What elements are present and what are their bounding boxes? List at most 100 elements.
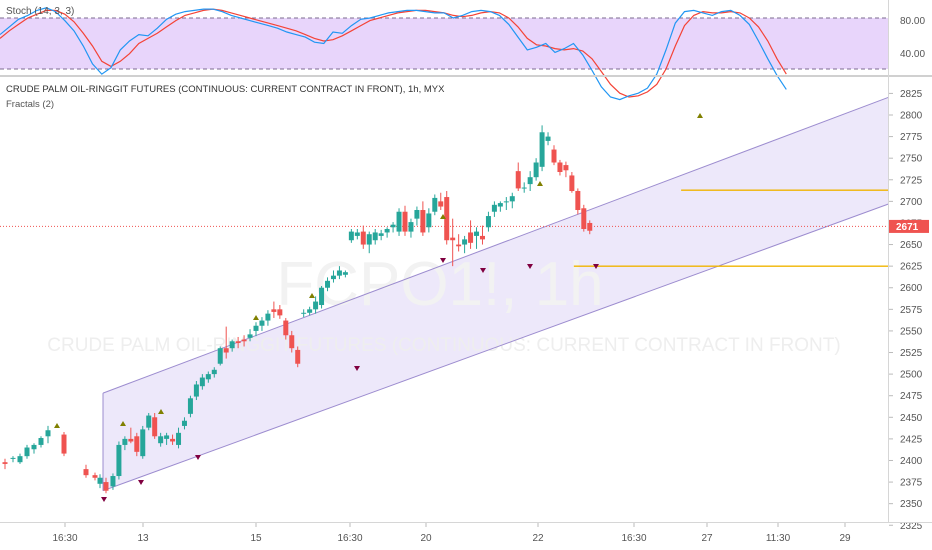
candle[interactable] (402, 211, 408, 232)
price-tick-label: 2550 (900, 326, 923, 337)
candle[interactable] (325, 280, 331, 288)
candle[interactable] (342, 272, 348, 275)
candle[interactable] (211, 369, 217, 375)
candle[interactable] (426, 213, 432, 228)
candle[interactable] (438, 201, 444, 207)
candle[interactable] (420, 210, 426, 233)
candle[interactable] (354, 232, 360, 236)
candle[interactable] (116, 444, 122, 477)
candle[interactable] (491, 204, 497, 212)
candle[interactable] (134, 436, 140, 452)
candle[interactable] (128, 438, 134, 442)
candle[interactable] (509, 196, 515, 202)
candle[interactable] (38, 438, 44, 445)
candle[interactable] (205, 374, 211, 380)
price-tick-label: 2800 (900, 111, 923, 122)
candle[interactable] (432, 197, 438, 212)
candle[interactable] (313, 301, 319, 310)
candle[interactable] (384, 229, 390, 233)
candle[interactable] (295, 349, 301, 364)
candle[interactable] (462, 239, 468, 245)
candle[interactable] (271, 309, 277, 312)
candle[interactable] (408, 222, 414, 232)
candle[interactable] (557, 162, 563, 173)
candle[interactable] (450, 237, 456, 241)
candle[interactable] (277, 309, 283, 316)
candle[interactable] (187, 398, 193, 414)
candle[interactable] (569, 175, 575, 192)
candle[interactable] (164, 435, 170, 439)
candle[interactable] (456, 244, 462, 247)
time-axis[interactable]: 16:30 13 15 16:30 20 22 16:30 27 11:30 29 (0, 522, 932, 545)
candle[interactable] (360, 231, 366, 245)
candle[interactable] (193, 384, 199, 397)
candle[interactable] (10, 457, 16, 459)
candle[interactable] (503, 201, 509, 203)
candle[interactable] (527, 177, 533, 185)
candle[interactable] (241, 339, 247, 342)
candle[interactable] (170, 438, 176, 442)
candle[interactable] (497, 203, 503, 207)
candle[interactable] (289, 335, 295, 349)
candle[interactable] (319, 287, 325, 306)
candle[interactable] (92, 475, 98, 478)
candle[interactable] (515, 171, 521, 189)
candle[interactable] (24, 447, 30, 457)
candle[interactable] (581, 208, 587, 230)
candle[interactable] (259, 320, 265, 326)
candle[interactable] (110, 476, 116, 487)
candle[interactable] (479, 235, 485, 240)
candle[interactable] (265, 313, 271, 321)
candle[interactable] (17, 456, 23, 463)
time-tick-label: 22 (532, 533, 544, 544)
candle[interactable] (61, 434, 67, 454)
candle[interactable] (474, 231, 480, 236)
candle[interactable] (301, 312, 307, 314)
candle[interactable] (533, 162, 539, 178)
candle[interactable] (390, 224, 396, 228)
candle[interactable] (158, 436, 164, 444)
candle[interactable] (247, 334, 253, 338)
candle[interactable] (521, 187, 527, 189)
candle[interactable] (31, 444, 37, 450)
candle[interactable] (83, 469, 89, 476)
candle[interactable] (146, 415, 152, 428)
candle[interactable] (229, 341, 235, 349)
candle[interactable] (152, 417, 158, 437)
candle[interactable] (575, 191, 581, 211)
candle[interactable] (485, 216, 491, 228)
candle[interactable] (545, 136, 551, 141)
candle[interactable] (539, 132, 545, 167)
candle[interactable] (223, 348, 229, 353)
price-axis[interactable]: 2825280027752750272527002675265026252600… (888, 0, 932, 532)
candle[interactable] (181, 420, 187, 426)
candle[interactable] (348, 231, 354, 241)
candle[interactable] (253, 325, 259, 331)
candle[interactable] (396, 211, 402, 232)
candle[interactable] (366, 234, 372, 245)
candle[interactable] (103, 482, 109, 491)
candle[interactable] (283, 320, 289, 336)
candle[interactable] (414, 210, 420, 219)
candle[interactable] (587, 222, 593, 231)
candle[interactable] (372, 232, 378, 241)
candle[interactable] (444, 197, 450, 241)
candle[interactable] (122, 438, 128, 445)
candle[interactable] (563, 165, 569, 171)
candle[interactable] (97, 477, 103, 484)
candle[interactable] (235, 341, 241, 344)
candle[interactable] (199, 377, 205, 387)
time-tick-label: 16:30 (337, 533, 362, 544)
candle[interactable] (140, 429, 146, 457)
candle[interactable] (336, 270, 342, 276)
candle[interactable] (330, 275, 336, 280)
candle[interactable] (378, 233, 384, 236)
candle[interactable] (551, 149, 557, 163)
candle[interactable] (307, 309, 313, 313)
candle[interactable] (468, 232, 474, 243)
candle[interactable] (2, 462, 8, 464)
candle[interactable] (176, 432, 182, 445)
candle[interactable] (217, 348, 223, 364)
candle[interactable] (45, 430, 51, 437)
